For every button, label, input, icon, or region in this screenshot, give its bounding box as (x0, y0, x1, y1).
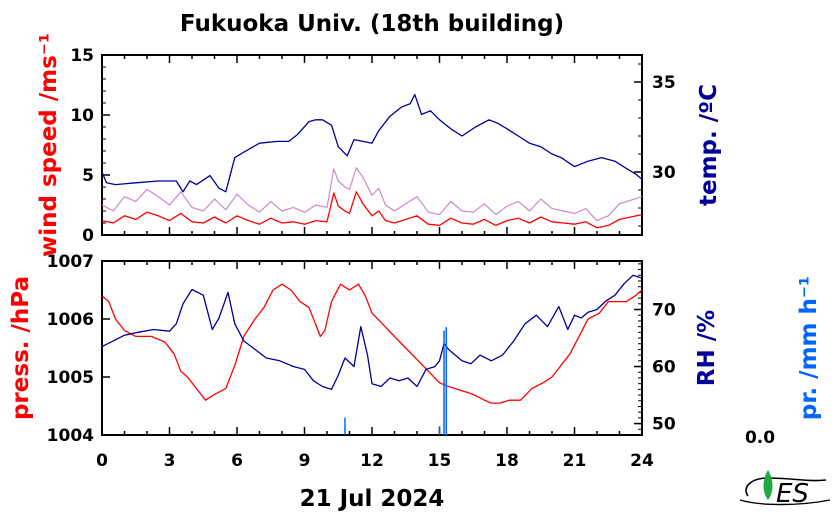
left-tick-label: 15 (70, 46, 94, 66)
right-tick-label: 50 (652, 415, 676, 435)
left-tick-label: 1005 (47, 368, 94, 388)
x-tick-label: 6 (231, 451, 243, 471)
humidity-axis-label: RH /% (694, 310, 720, 386)
top-series (101, 93, 643, 229)
bottom-panel: 1004 1005 1006 1007 50 60 70 0 3 6 9 12 15 18 21 24 pre… (8, 252, 822, 471)
x-tick-label: 12 (360, 451, 384, 471)
logo: ES (739, 470, 831, 509)
x-tick-label: 0 (96, 451, 108, 471)
left-tick-label: 1007 (47, 252, 94, 272)
left-tick-label: 1004 (47, 426, 94, 446)
pressure-axis-label: press. /hPa (8, 276, 34, 420)
bottom-plot-frame (101, 260, 643, 436)
left-tick-label: 0 (82, 226, 94, 246)
logo-leaf-icon (763, 470, 773, 500)
left-tick-label: 1006 (47, 310, 94, 330)
right-tick-label: 35 (652, 73, 676, 93)
series-pressure (101, 283, 643, 404)
right-tick-label: 60 (652, 358, 676, 378)
top-panel: 0 5 10 15 30 35 wind speed /ms⁻¹ temp. /ºC (36, 33, 722, 257)
left-tick-label: 10 (70, 106, 94, 126)
x-tick-label: 18 (495, 451, 519, 471)
top-ticks: 0 5 10 15 30 35 (70, 46, 676, 246)
date-label: 21 Jul 2024 (300, 486, 445, 512)
left-tick-label: 5 (82, 166, 94, 186)
series-wind-mean (101, 191, 643, 229)
chart-title: Fukuoka Univ. (18th building) (180, 11, 564, 37)
x-tick-label: 9 (299, 451, 311, 471)
right-tick-label: 70 (652, 300, 676, 320)
logo-underline (739, 499, 831, 506)
logo-text: ES (776, 479, 809, 509)
series-relative-humidity (101, 274, 643, 391)
top-plot-frame (101, 54, 643, 236)
precip-axis-label: pr. /mm h⁻¹ (796, 276, 822, 420)
bottom-ticks: 1004 1005 1006 1007 50 60 70 0 3 6 9 12 15 18 21 24 (47, 252, 676, 471)
right-tick-label: 30 (652, 163, 676, 183)
x-tick-label: 24 (630, 451, 654, 471)
series-wind-gust (101, 167, 643, 222)
series-temperature (101, 93, 643, 193)
precip-value: 0.0 (745, 428, 775, 448)
temperature-axis-label: temp. /ºC (696, 84, 722, 206)
x-tick-label: 3 (164, 451, 176, 471)
x-tick-label: 21 (563, 451, 587, 471)
x-tick-label: 15 (428, 451, 452, 471)
bottom-series (101, 274, 643, 435)
wind-speed-axis-label: wind speed /ms⁻¹ (36, 33, 62, 257)
